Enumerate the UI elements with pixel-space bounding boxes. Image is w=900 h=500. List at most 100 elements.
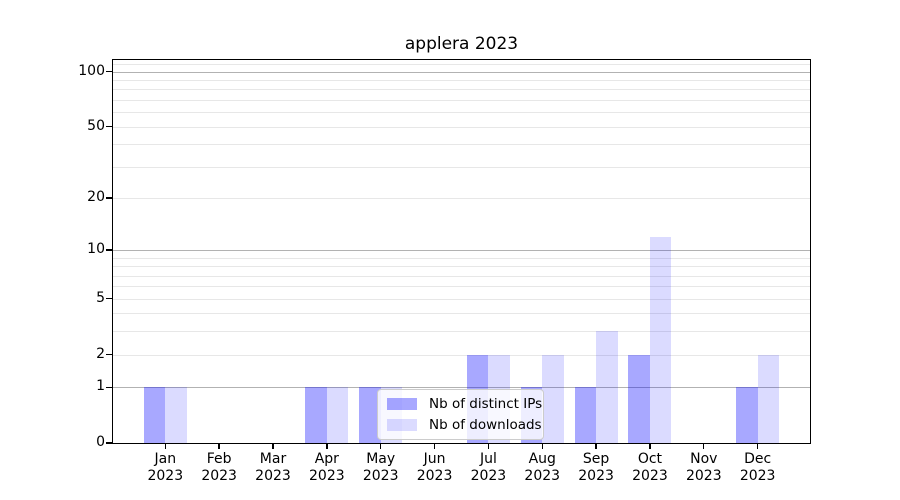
- chart-title: applera 2023: [404, 34, 519, 54]
- y-tick: [106, 353, 113, 356]
- y-tick-label-50: 50: [87, 117, 105, 134]
- gridline-minor: [113, 286, 810, 288]
- x-tick-month: Feb: [206, 451, 232, 467]
- gridline-major: [113, 250, 810, 252]
- y-tick: [106, 249, 113, 251]
- legend-label-distinct-ips: Nb of distinct IPs: [429, 396, 543, 412]
- x-tick-label-jul: Jul 2023: [456, 451, 520, 485]
- x-tick: [703, 443, 705, 449]
- x-tick-month: Sep: [582, 451, 610, 467]
- x-tick-year: 2023: [416, 468, 453, 484]
- x-tick-label-may: May 2023: [349, 451, 413, 485]
- legend-label-downloads: Nb of downloads: [429, 417, 542, 433]
- bar-distinct-ips-dec: [736, 387, 758, 443]
- x-tick: [756, 443, 759, 449]
- y-tick: [106, 70, 113, 73]
- x-tick-month: Apr: [314, 451, 339, 467]
- bar-distinct-ips-oct: [628, 354, 650, 443]
- x-tick-label-jan: Jan 2023: [133, 451, 197, 485]
- x-tick-month: Dec: [744, 451, 772, 467]
- x-tick-year: 2023: [739, 468, 776, 484]
- x-tick-label-mar: Mar 2023: [241, 451, 305, 485]
- gridline-minor: [113, 126, 810, 128]
- legend-swatch-distinct-ips: [387, 398, 417, 410]
- legend-swatch-downloads: [387, 419, 417, 431]
- bar-downloads-aug: [542, 354, 564, 443]
- x-tick-label-apr: Apr 2023: [295, 451, 359, 485]
- legend: Nb of distinct IPs Nb of downloads: [377, 389, 544, 440]
- gridline-minor: [113, 331, 810, 333]
- x-tick: [433, 443, 436, 449]
- x-tick-year: 2023: [685, 468, 722, 484]
- x-tick: [595, 443, 597, 449]
- x-tick-month: Jan: [154, 451, 177, 467]
- x-tick-year: 2023: [362, 468, 399, 484]
- x-tick: [326, 443, 328, 449]
- legend-item-distinct-ips: Nb of distinct IPs: [387, 396, 542, 412]
- x-tick-year: 2023: [470, 468, 507, 484]
- x-tick-label-oct: Oct 2023: [618, 451, 682, 485]
- x-tick-month: Mar: [259, 451, 287, 467]
- gridline-minor: [113, 266, 810, 268]
- x-tick: [380, 443, 382, 449]
- x-tick-label-feb: Feb 2023: [187, 451, 251, 485]
- gridline-minor: [113, 112, 810, 114]
- x-tick-year: 2023: [147, 468, 184, 484]
- x-tick: [487, 443, 490, 449]
- bar-downloads-dec: [757, 354, 780, 443]
- x-tick-label-sep: Sep 2023: [564, 451, 628, 485]
- x-tick: [218, 443, 220, 449]
- y-tick-label-5: 5: [96, 289, 105, 306]
- y-tick: [106, 298, 113, 300]
- y-tick-label-20: 20: [87, 188, 105, 205]
- y-tick-label-10: 10: [87, 241, 105, 258]
- gridline-minor: [113, 64, 810, 65]
- x-tick: [541, 443, 543, 449]
- bar-distinct-ips-sep: [574, 387, 597, 443]
- bar-distinct-ips-jan: [143, 387, 166, 443]
- x-tick: [164, 443, 166, 449]
- bar-distinct-ips-apr: [305, 387, 327, 443]
- y-tick-label-1: 1: [96, 378, 105, 395]
- bar-downloads-sep: [596, 331, 618, 443]
- x-tick: [272, 443, 274, 449]
- gridline-minor: [113, 197, 810, 199]
- gridline-major: [113, 387, 810, 389]
- gridline-minor: [113, 313, 810, 315]
- x-tick-month: May: [366, 451, 396, 467]
- gridline-minor: [113, 298, 810, 300]
- x-tick-month: Aug: [528, 451, 556, 467]
- x-tick-label-jun: Jun 2023: [403, 451, 467, 485]
- x-tick: [649, 443, 651, 449]
- x-tick-label-dec: Dec 2023: [726, 451, 790, 485]
- y-tick-label-0: 0: [96, 434, 105, 450]
- y-tick-label-100: 100: [78, 62, 105, 79]
- gridline-major: [113, 71, 810, 73]
- bar-downloads-oct: [649, 236, 672, 443]
- gridline-minor: [113, 166, 810, 168]
- y-tick: [106, 125, 113, 128]
- x-tick-year: 2023: [201, 468, 237, 484]
- x-tick-year: 2023: [578, 468, 614, 484]
- x-tick-year: 2023: [524, 468, 561, 484]
- x-tick-year: 2023: [255, 468, 291, 484]
- x-tick-label-nov: Nov 2023: [672, 451, 736, 485]
- y-tick-label-2: 2: [96, 345, 105, 362]
- gridline-minor: [113, 275, 810, 277]
- gridline-minor: [113, 257, 810, 259]
- x-tick-month: Nov: [690, 451, 718, 467]
- y-tick: [106, 386, 113, 388]
- plot-area: Nb of distinct IPs Nb of downloads: [106, 59, 811, 449]
- gridline-minor: [113, 144, 810, 146]
- x-tick-month: Jul: [479, 451, 497, 467]
- x-tick-year: 2023: [632, 468, 668, 484]
- x-tick-year: 2023: [309, 468, 345, 484]
- gridline-minor: [113, 89, 810, 91]
- x-tick-month: Jun: [423, 451, 446, 467]
- bar-downloads-apr: [326, 387, 349, 443]
- gridline-minor: [113, 79, 810, 81]
- bar-distinct-ips-may: [359, 387, 381, 443]
- x-tick-label-aug: Aug 2023: [510, 451, 574, 485]
- gridline-minor: [113, 354, 810, 356]
